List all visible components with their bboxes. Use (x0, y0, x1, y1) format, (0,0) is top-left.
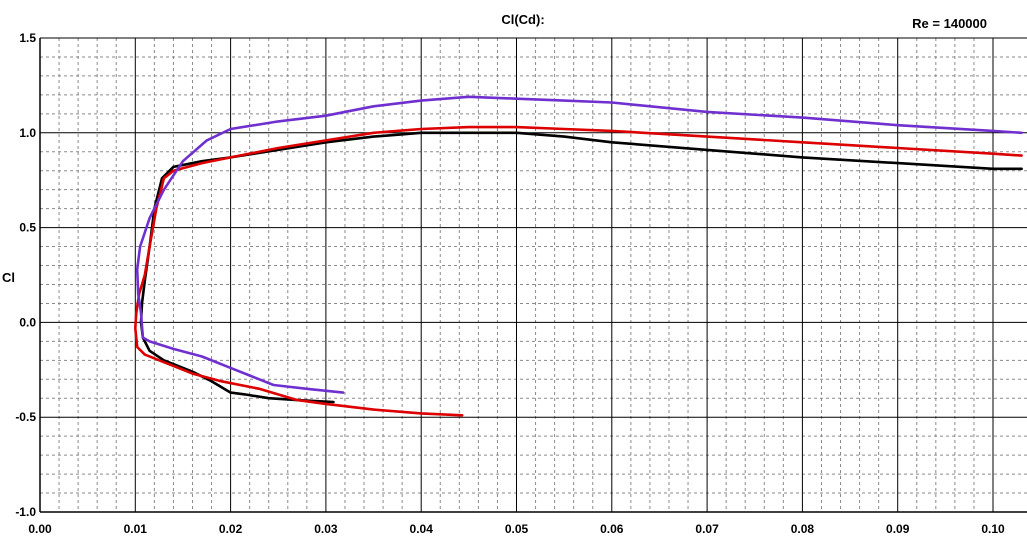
x-tick-label: 0.06 (600, 522, 624, 536)
major-grid (39, 37, 1027, 513)
minor-grid (40, 38, 1027, 512)
y-tick-label: -1.0 (15, 505, 36, 519)
x-tick-label: 0.03 (314, 522, 338, 536)
series-line-2 (134, 125, 1023, 417)
x-tick-label: 0.00 (28, 522, 52, 536)
tick-labels: 0.00 0.01 0.02 0.03 0.04 0.05 0.06 0.07 0.08 0.09… (15, 31, 1005, 536)
chart-title: Cl(Cd): (501, 12, 544, 27)
reynolds-annotation: Re = 140000 (912, 16, 987, 31)
y-tick-label: 0.0 (19, 315, 36, 329)
x-tick-label: 0.02 (219, 522, 243, 536)
series-line-1 (139, 131, 1023, 404)
x-tick-label: 0.01 (124, 522, 148, 536)
y-tick-label: 0.5 (19, 221, 36, 235)
x-tick-label: 0.04 (410, 522, 434, 536)
y-axis-label: Cl (2, 270, 15, 285)
x-tick-label: 0.05 (505, 522, 529, 536)
x-tick-label: 0.07 (695, 522, 719, 536)
y-tick-label: 1.0 (19, 126, 36, 140)
series-line-3 (135, 95, 1023, 394)
x-tick-label: 0.10 (981, 522, 1005, 536)
x-tick-label: 0.09 (886, 522, 910, 536)
x-tick-label: 0.08 (791, 522, 815, 536)
y-tick-label: 1.5 (19, 31, 36, 45)
series-layer (134, 95, 1023, 417)
y-tick-label: -0.5 (15, 410, 36, 424)
